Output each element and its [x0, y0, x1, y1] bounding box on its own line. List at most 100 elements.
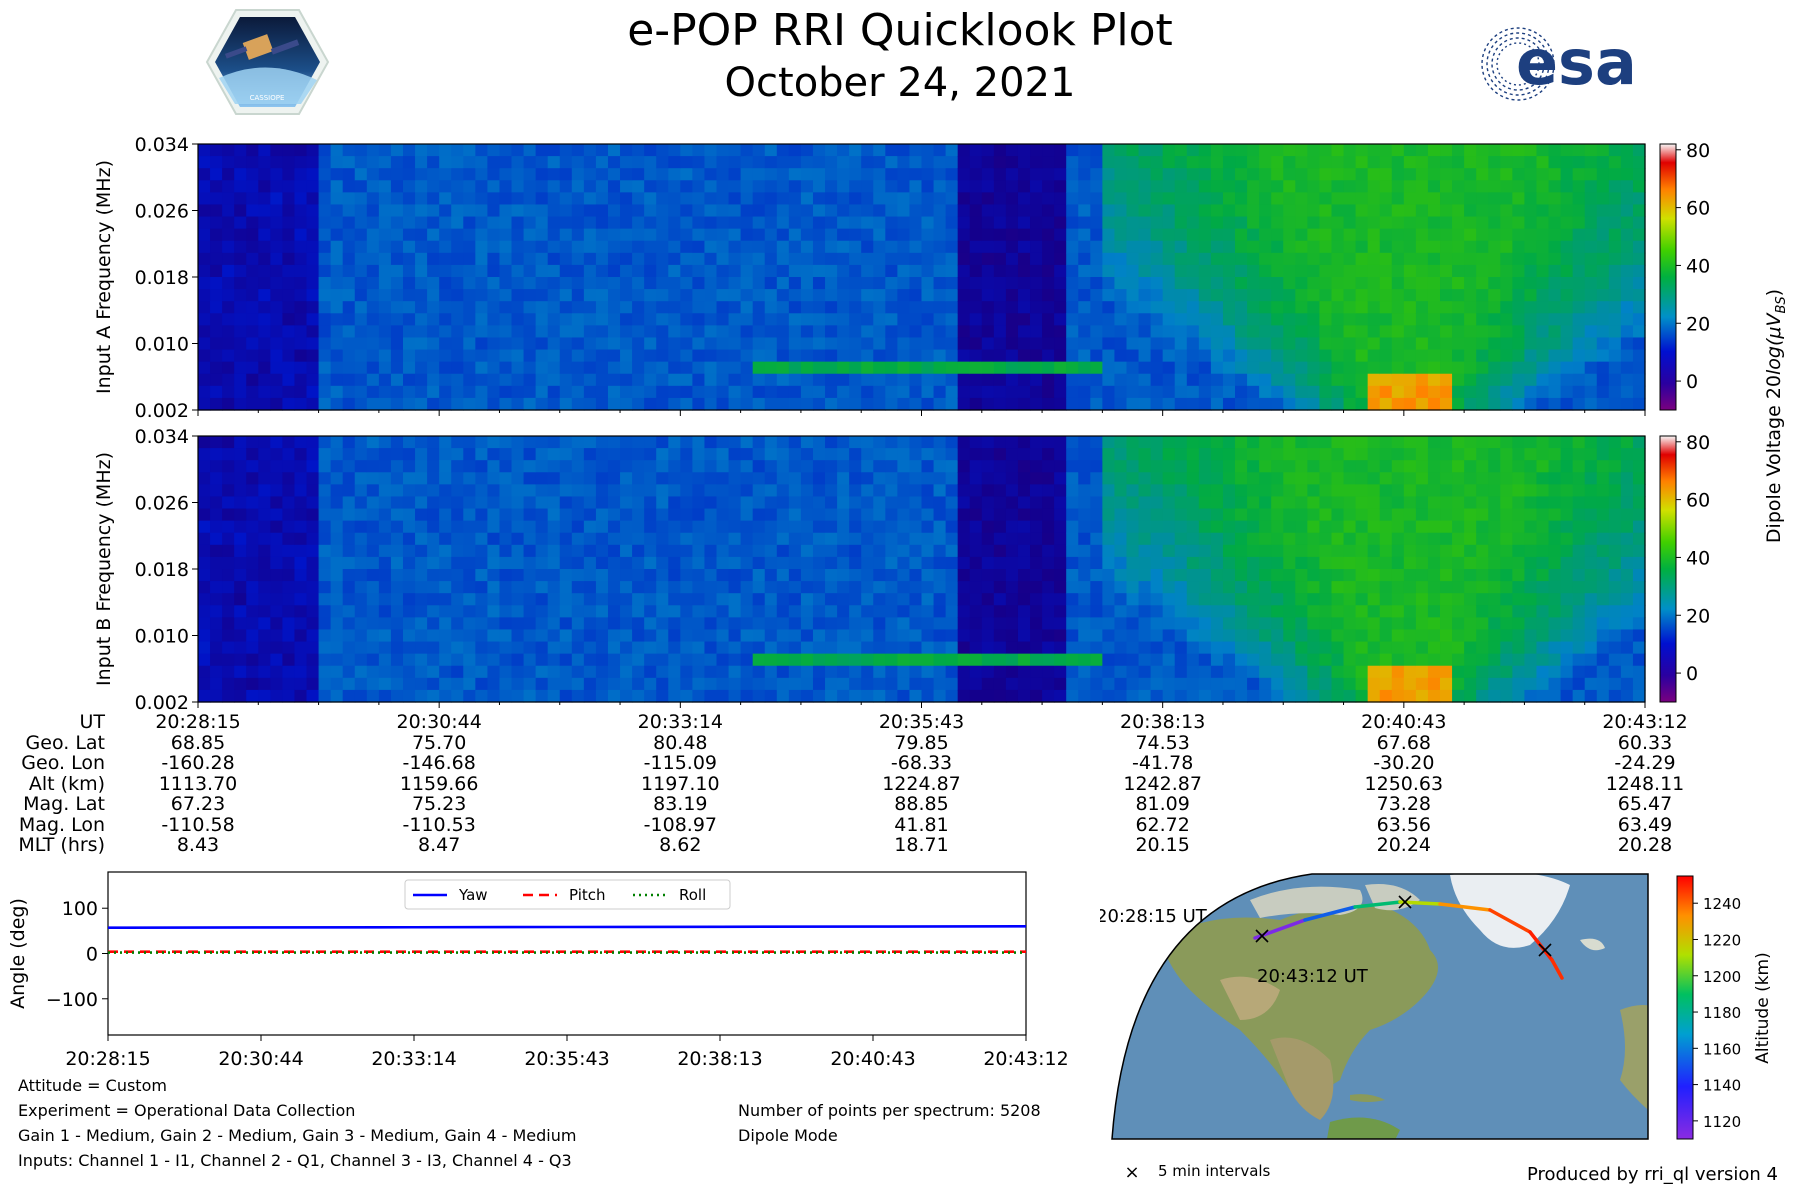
- ephemeris-cell: -24.29: [1545, 753, 1745, 774]
- attitude-chart: 100 0 −100 20:28:15 20:30:44 20:33:14 20:35:43…: [0, 860, 1100, 1080]
- ephemeris-cell: -160.28: [98, 753, 298, 774]
- orbit-map: 20:28:15 UT 20:43:12 UT 1240 1220 1200 1180…: [1100, 860, 1800, 1180]
- x-tick-label: 20:35:43: [524, 1048, 609, 1070]
- ephemeris-cell: 20:38:13: [1063, 712, 1263, 733]
- ephemeris-cell: 88.85: [822, 794, 1022, 815]
- produced-by: Produced by rri_ql version 4: [1527, 1164, 1778, 1185]
- cassiope-logo: CASSIOPE: [205, 8, 330, 116]
- colorbar-tick-label: 0: [1686, 663, 1698, 685]
- ephemeris-cell: 8.43: [98, 835, 298, 856]
- notes-left: Attitude = Custom Experiment = Operation…: [18, 1076, 576, 1171]
- altitude-colorbar-tick-label: 1180: [1703, 1004, 1741, 1022]
- cassiope-logo-text: CASSIOPE: [250, 94, 285, 102]
- ephemeris-cell: 65.47: [1545, 794, 1745, 815]
- ephemeris-cell: 67.23: [98, 794, 298, 815]
- note-gains: Gain 1 - Medium, Gain 2 - Medium, Gain 3…: [18, 1126, 576, 1146]
- ephemeris-cell: -115.09: [580, 753, 780, 774]
- spectrogram-ylabel: Input B Frequency (MHz): [93, 452, 115, 686]
- ephemeris-cell: 75.23: [339, 794, 539, 815]
- colorbar-tick-label: 60: [1686, 490, 1710, 512]
- map-legend-marker: ×: [1124, 1162, 1139, 1180]
- legend-label: Yaw: [458, 886, 488, 904]
- y-tick-label: 0: [86, 944, 98, 966]
- y-tick-label: 100: [62, 898, 98, 920]
- y-tick-label: 0.018: [135, 267, 189, 289]
- y-tick-label: 0.010: [135, 626, 189, 648]
- note-points-per-spectrum: Number of points per spectrum: 5208: [738, 1101, 1041, 1121]
- y-tick-label: 0.010: [135, 334, 189, 356]
- y-tick-label: 0.034: [135, 426, 189, 448]
- note-inputs: Inputs: Channel 1 - I1, Channel 2 - Q1, …: [18, 1151, 576, 1171]
- ephemeris-cell: -110.58: [98, 815, 298, 836]
- legend-label: Pitch: [569, 886, 606, 904]
- ephemeris-cell: 79.85: [822, 733, 1022, 754]
- ephemeris-cell: 80.48: [580, 733, 780, 754]
- esa-logo-text: esa: [1516, 26, 1637, 99]
- altitude-colorbar: [1677, 876, 1693, 1139]
- colorbar-tick-label: 20: [1686, 313, 1710, 335]
- y-tick-label: 0.002: [135, 400, 189, 420]
- y-tick-label: 0.018: [135, 559, 189, 581]
- colorbar-a-gradient: [1660, 144, 1676, 410]
- altitude-colorbar-label: Altitude (km): [1753, 952, 1773, 1064]
- ephemeris-cell: 73.28: [1304, 794, 1504, 815]
- spectrogram-ylabel: Input A Frequency (MHz): [93, 160, 115, 394]
- ephemeris-cell: 1250.63: [1304, 774, 1504, 795]
- y-tick-label: 0.002: [135, 692, 189, 712]
- y-tick-label: 0.026: [135, 493, 189, 515]
- ephemeris-cell: 20.15: [1063, 835, 1263, 856]
- spectrogram-image: [198, 144, 1646, 411]
- ephemeris-row-label: Mag. Lon: [19, 815, 105, 836]
- series-line-yaw: [108, 926, 1026, 927]
- ephemeris-cell: 1242.87: [1063, 774, 1263, 795]
- note-attitude: Attitude = Custom: [18, 1076, 576, 1096]
- x-tick-label: 20:28:15: [65, 1048, 150, 1070]
- orbit-end-label: 20:43:12 UT: [1257, 966, 1369, 987]
- ephemeris-cell: 67.68: [1304, 733, 1504, 754]
- ephemeris-cell: 83.19: [580, 794, 780, 815]
- spectrogram-image: [198, 436, 1646, 703]
- colorbar-tick-label: 80: [1686, 140, 1710, 162]
- ephemeris-cell: 63.56: [1304, 815, 1504, 836]
- ephemeris-cell: 63.49: [1545, 815, 1745, 836]
- ephemeris-cell: -30.20: [1304, 753, 1504, 774]
- ephemeris-cell: 20:30:44: [339, 712, 539, 733]
- attitude-ylabel: Angle (deg): [7, 898, 29, 1009]
- ephemeris-cell: -68.33: [822, 753, 1022, 774]
- colorbar-tick-label: 20: [1686, 605, 1710, 627]
- altitude-colorbar-tick-label: 1140: [1703, 1077, 1741, 1095]
- ephemeris-cell: -110.53: [339, 815, 539, 836]
- ephemeris-cell: 1224.87: [822, 774, 1022, 795]
- ephemeris-cell: 18.71: [822, 835, 1022, 856]
- altitude-colorbar-tick-label: 1120: [1703, 1113, 1741, 1131]
- ephemeris-table: UT Geo. Lat Geo. Lon Alt (km) Mag. Lat Mag. L…: [0, 712, 1800, 862]
- y-tick-label: 0.026: [135, 201, 189, 223]
- colorbar-tick-label: 40: [1686, 255, 1710, 277]
- altitude-colorbar-tick-label: 1160: [1703, 1040, 1741, 1058]
- ephemeris-cell: 62.72: [1063, 815, 1263, 836]
- ephemeris-cell: 75.70: [339, 733, 539, 754]
- ephemeris-cell: 74.53: [1063, 733, 1263, 754]
- colorbar-label: Dipole Voltage 20log(μVBS): [1763, 289, 1789, 543]
- ephemeris-cell: 20:33:14: [580, 712, 780, 733]
- ephemeris-cell: 20:35:43: [822, 712, 1022, 733]
- x-tick-label: 20:30:44: [218, 1048, 303, 1070]
- ephemeris-cell: 1113.70: [98, 774, 298, 795]
- ephemeris-row-label: MLT (hrs): [18, 835, 105, 856]
- colorbar-tick-label: 0: [1686, 371, 1698, 393]
- spectrogram-b-axes: 0.002 0.010 0.018 0.026 0.034 Input B Frequen…: [0, 422, 1800, 712]
- ephemeris-cell: 1197.10: [580, 774, 780, 795]
- y-tick-label: −100: [46, 989, 98, 1011]
- ephemeris-cell: 81.09: [1063, 794, 1263, 815]
- spectrogram-b-panel: 0.002 0.010 0.018 0.026 0.034 Input B Frequen…: [0, 422, 1800, 712]
- x-tick-label: 20:43:12: [983, 1048, 1068, 1070]
- spectrogram-a-axes: 0.002 0.010 0.018 0.026 0.034 Input A Frequen…: [0, 130, 1800, 420]
- ephemeris-cell: 8.47: [339, 835, 539, 856]
- altitude-colorbar-tick-label: 1200: [1703, 968, 1741, 986]
- ephemeris-cell: 20.28: [1545, 835, 1745, 856]
- legend-label: Roll: [679, 886, 706, 904]
- x-tick-label: 20:38:13: [677, 1048, 762, 1070]
- ephemeris-row-label: Mag. Lat: [23, 794, 105, 815]
- x-tick-label: 20:33:14: [371, 1048, 456, 1070]
- ephemeris-cell: 20:43:12: [1545, 712, 1745, 733]
